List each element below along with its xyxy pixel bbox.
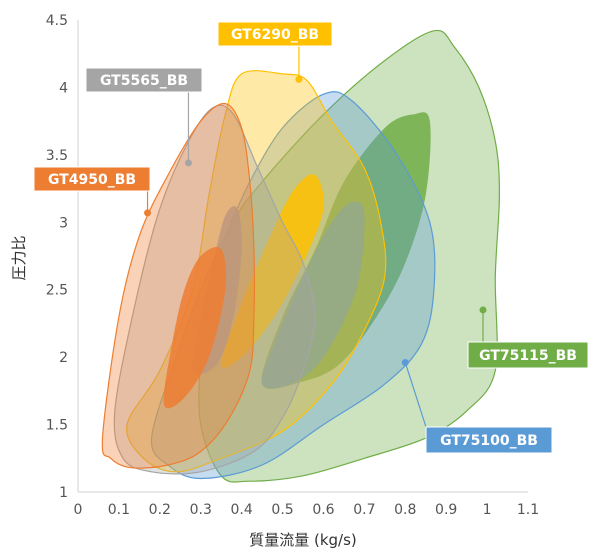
callout-anchor-dot <box>144 209 152 217</box>
peak-efficiency-island <box>163 246 227 409</box>
callout-anchor-dot <box>184 159 192 167</box>
y-axis-label: 圧力比 <box>10 235 28 280</box>
axes <box>77 20 528 493</box>
x-tick-label: 0.6 <box>312 502 334 518</box>
plot-areas <box>101 29 501 483</box>
callout-label-box <box>217 21 333 47</box>
map-outline-area <box>101 102 256 469</box>
y-tick-label: 4 <box>59 80 68 96</box>
x-tick-label: 0.8 <box>394 502 416 518</box>
x-tick-label: 0.7 <box>353 502 375 518</box>
x-tick-label: 0 <box>74 502 83 518</box>
x-tick-labels: 0 0.1 0.2 0.3 0.4 0.5 0.6 0.7 0.8 0.9 1 1.1 <box>74 502 540 518</box>
callout-label-text: GT75115_BB <box>479 348 577 364</box>
callout-leader-line <box>404 362 427 428</box>
callout-gt4950-bb: GT4950_BB <box>33 166 152 217</box>
x-tick-label: 1.1 <box>517 502 539 518</box>
x-axis-label: 質量流量 (kg/s) <box>249 531 357 549</box>
y-tick-label: 4.5 <box>46 13 68 29</box>
x-tick-label: 0.1 <box>108 502 130 518</box>
callout-gt6290-bb: GT6290_BB <box>217 21 333 83</box>
y-tick-labels: 1 1.5 2 2.5 3 3.5 4 4.5 <box>46 13 68 501</box>
callout-label-text: GT4950_BB <box>48 172 136 188</box>
x-tick-label: 0.9 <box>435 502 457 518</box>
x-tick-label: 1 <box>483 502 492 518</box>
y-tick-label: 2.5 <box>46 283 68 299</box>
y-tick-label: 3.5 <box>46 148 68 164</box>
callout-label-box <box>85 67 203 93</box>
callout-gt75100-bb: GT75100_BB <box>401 359 553 454</box>
callout-anchor-dot <box>295 75 303 83</box>
x-tick-label: 0.4 <box>231 502 253 518</box>
series-callouts: GT6290_BB GT5565_BB GT4950_BB GT75115_BB GT7… <box>33 21 589 454</box>
x-tick-label: 0.5 <box>271 502 293 518</box>
x-tick-label: 0.2 <box>149 502 171 518</box>
callout-label-box <box>425 426 553 454</box>
callout-label-text: GT75100_BB <box>440 433 538 449</box>
callout-label-text: GT5565_BB <box>100 73 188 89</box>
callout-gt5565-bb: GT5565_BB <box>85 67 203 167</box>
y-tick-label: 2 <box>59 350 68 366</box>
y-tick-label: 1.5 <box>46 418 68 434</box>
callout-label-text: GT6290_BB <box>231 27 319 43</box>
y-tick-label: 1 <box>59 485 68 501</box>
callout-label-box <box>33 166 151 192</box>
x-tick-label: 0.3 <box>190 502 212 518</box>
callout-gt75115-bb: GT75115_BB <box>467 306 589 369</box>
callout-anchor-dot <box>479 306 487 314</box>
series-gt4950-bb <box>101 102 256 469</box>
peak-efficiency-island <box>221 174 324 368</box>
callout-label-box <box>467 341 589 369</box>
y-tick-label: 3 <box>59 215 68 231</box>
callout-anchor-dot <box>401 359 409 367</box>
